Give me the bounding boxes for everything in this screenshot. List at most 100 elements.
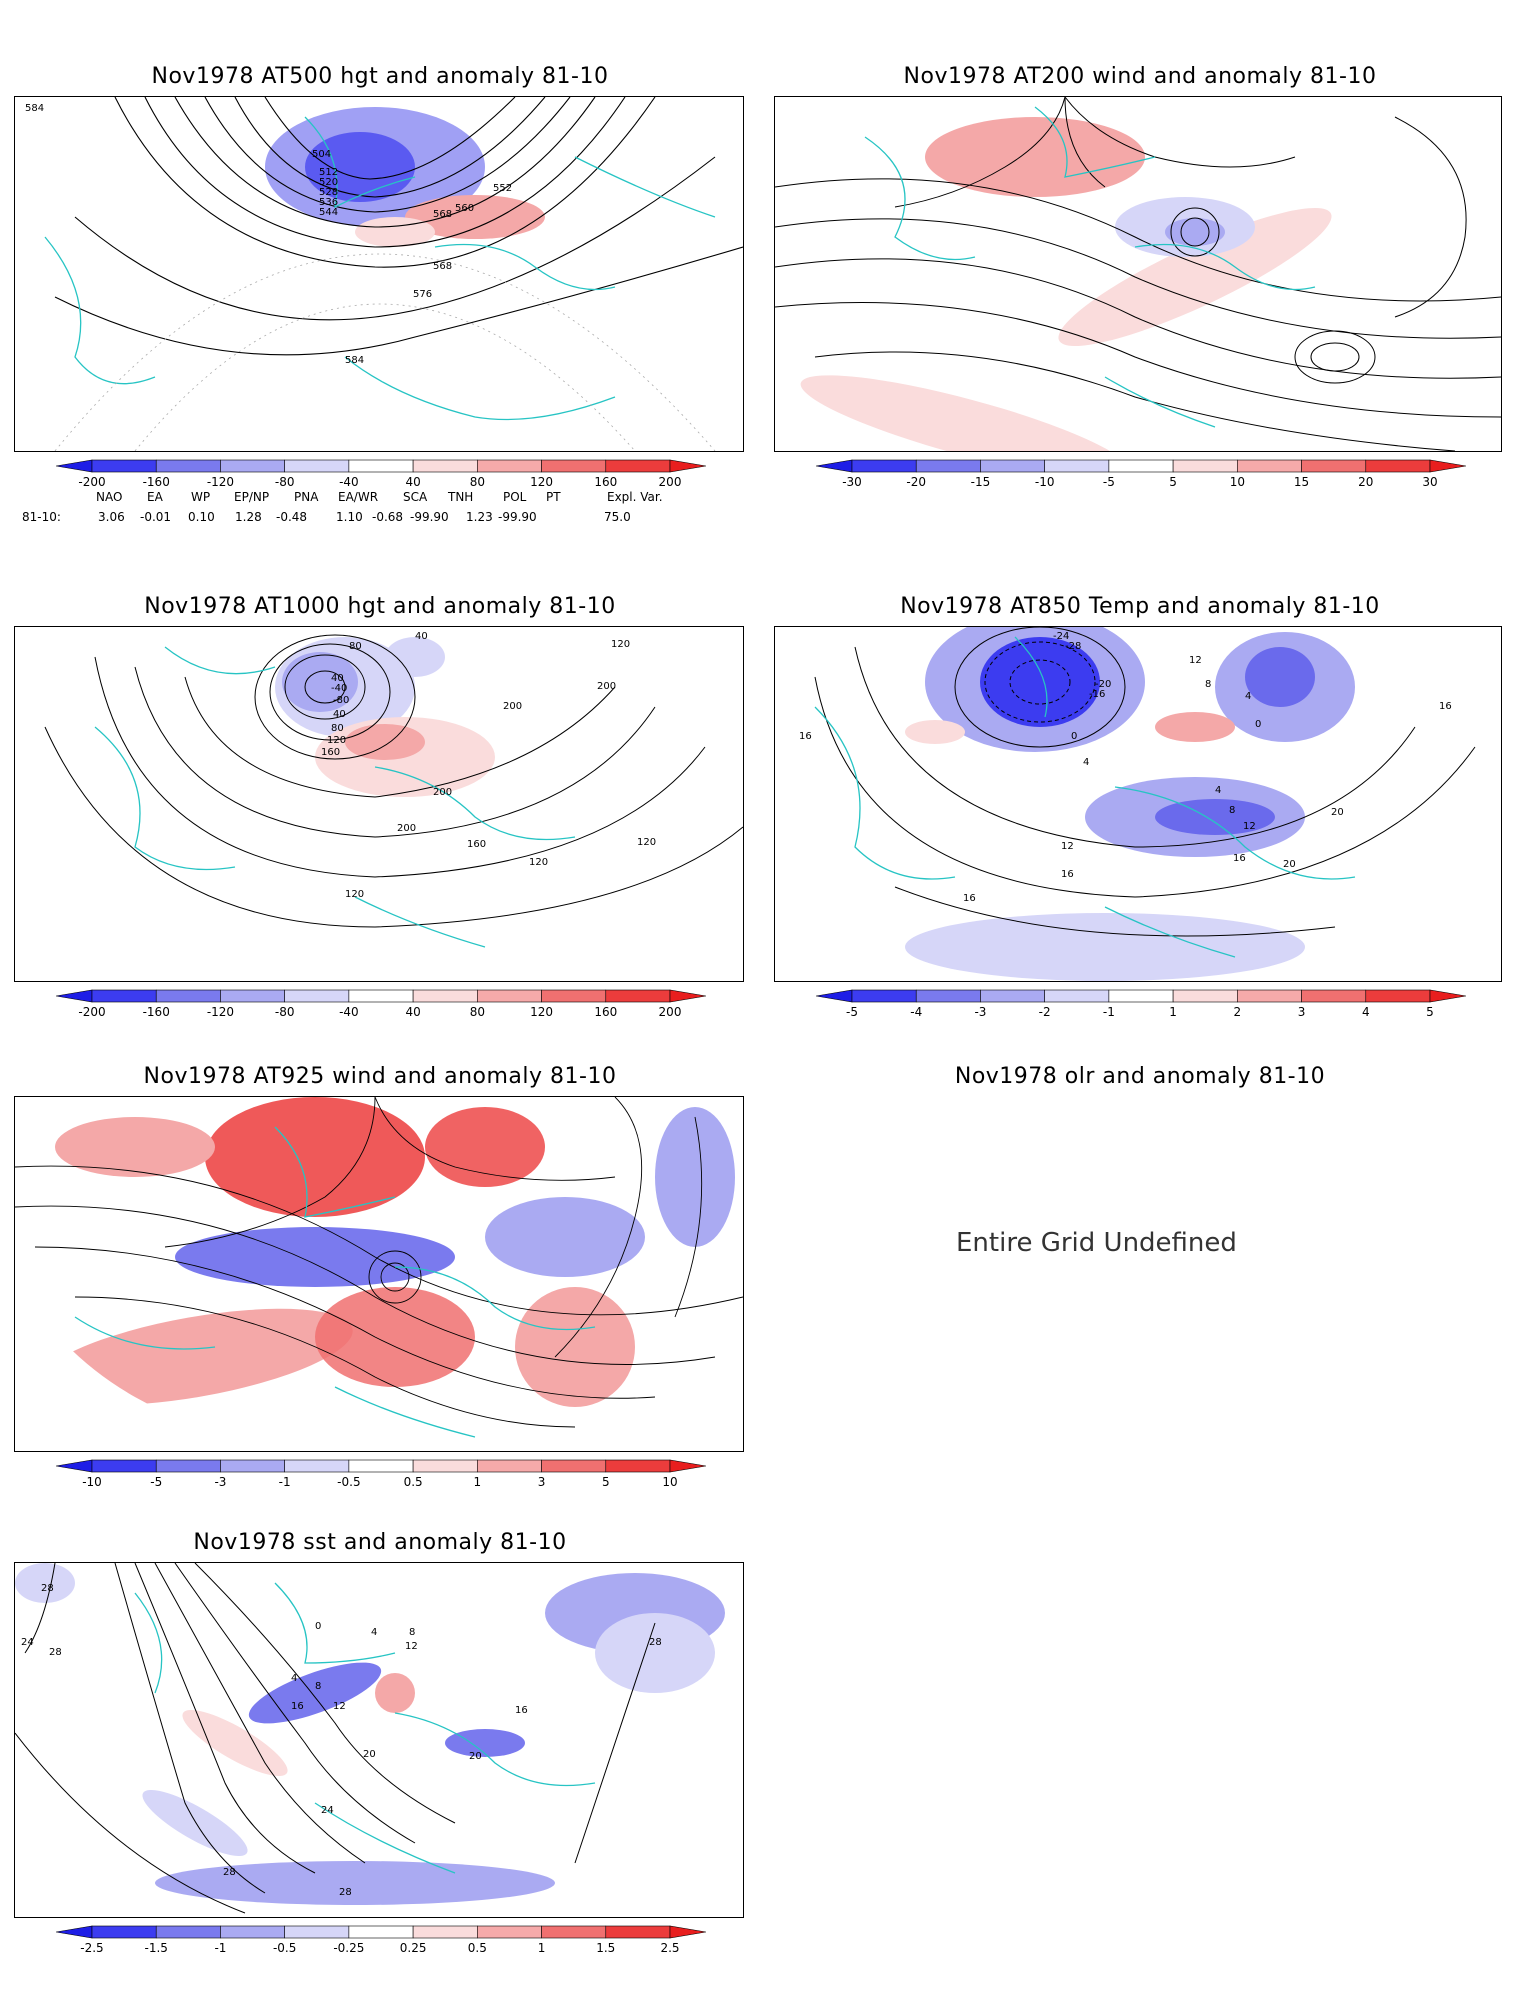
anomaly-neg	[905, 913, 1305, 981]
anomaly-neg	[1245, 647, 1315, 707]
colorbar-tick-label: -20	[906, 475, 926, 489]
colorbar-cell	[1108, 459, 1174, 473]
svg-text:16: 16	[1439, 701, 1452, 712]
colorbar-cell	[155, 1459, 221, 1473]
anomaly-pos	[205, 1097, 425, 1217]
anomaly-neg	[655, 1107, 735, 1247]
colorbar-end-low	[56, 1925, 93, 1939]
colorbar-cell	[220, 1925, 285, 1939]
colorbar-cell	[541, 989, 607, 1003]
map-at925	[14, 1096, 744, 1452]
colorbar-tick-label: 120	[530, 475, 553, 489]
colorbar-cell	[348, 459, 414, 473]
colorbar-sst: -2.5 -1.5 -1 -0.5 -0.25 0.25 0.5 1 1.5 2.5	[56, 1922, 706, 1962]
svg-text:4: 4	[1245, 691, 1251, 702]
anomaly-pos	[355, 217, 435, 247]
svg-text:20: 20	[1283, 859, 1296, 870]
colorbar-end-low	[56, 459, 93, 473]
svg-text:120: 120	[637, 837, 656, 848]
colorbar-cell	[1172, 459, 1238, 473]
contour-labels: 40 80 40 -40 -80 40 80 120 160 200 200 2…	[321, 631, 656, 900]
anomaly-pos	[55, 1117, 215, 1177]
colorbar-tick-label: 40	[405, 1005, 420, 1019]
svg-text:536: 536	[319, 197, 338, 208]
svg-text:544: 544	[319, 207, 338, 218]
svg-text:-28: -28	[1065, 641, 1081, 652]
colorbar-tick-label: 40	[405, 475, 420, 489]
colorbar-tick-label: 200	[659, 475, 682, 489]
colorbar-cell	[91, 989, 157, 1003]
svg-text:568: 568	[433, 261, 452, 272]
panel-title-sst: Nov1978 sst and anomaly 81-10	[193, 1530, 567, 1555]
contour-labels: -24 -28 -20 -16 12 8 4 0 0 4 4 8 12 16 1…	[799, 631, 1452, 904]
colorbar-tick-label: 20	[1358, 475, 1373, 489]
colorbar-cell	[155, 1925, 221, 1939]
colorbar-svg: -200 -160 -120 -80 -40 40 80 120 160 200	[56, 459, 706, 489]
anomaly-pos	[37, 1308, 353, 1406]
streamlines	[775, 97, 1501, 451]
anomaly-neg	[1155, 799, 1275, 835]
colorbar-tick-label: -1	[1103, 1005, 1115, 1019]
colorbar-tick-label: 10	[1230, 475, 1245, 489]
anomaly-pos	[345, 724, 425, 760]
anomaly-neg	[385, 637, 445, 677]
colorbar-cell	[91, 1925, 157, 1939]
colorbar-tick-label: -15	[971, 475, 991, 489]
svg-text:24: 24	[321, 1805, 334, 1816]
colorbar-cell	[605, 1925, 671, 1939]
colorbar-cell	[412, 989, 478, 1003]
anomaly-pos	[182, 1709, 288, 1777]
colorbar-tick-label: 0.25	[400, 1941, 427, 1955]
colorbar-cell	[1301, 989, 1367, 1003]
colorbar-end-high	[669, 989, 706, 1003]
svg-text:24: 24	[21, 1637, 34, 1648]
colorbar-tick-label: -160	[143, 475, 170, 489]
svg-text:12: 12	[405, 1641, 418, 1652]
anomaly-pos	[1058, 208, 1332, 346]
colorbar-tick-label: -2.5	[80, 1941, 103, 1955]
colorbar-cell	[412, 1925, 478, 1939]
colorbar-cell	[477, 1925, 542, 1939]
svg-text:20: 20	[1331, 807, 1344, 818]
colorbar-tick-label: 3	[538, 1475, 546, 1489]
colorbar-cell	[541, 1925, 607, 1939]
svg-text:584: 584	[25, 103, 44, 114]
temp-contours	[814, 627, 1476, 937]
colorbar-tick-label: -5	[150, 1475, 162, 1489]
colorbar-end-high	[1429, 989, 1466, 1003]
colorbar-cell	[477, 989, 542, 1003]
svg-text:16: 16	[963, 893, 976, 904]
colorbar-tick-label: -10	[82, 1475, 102, 1489]
svg-text:40: 40	[415, 631, 428, 642]
panel-title-at850: Nov1978 AT850 Temp and anomaly 81-10	[900, 594, 1380, 619]
colorbar-tick-label: -10	[1035, 475, 1055, 489]
height-contours	[54, 97, 743, 356]
svg-text:28: 28	[49, 1647, 62, 1658]
svg-text:8: 8	[409, 1627, 415, 1638]
colorbar-tick-label: 1	[538, 1941, 546, 1955]
coastlines	[74, 1126, 596, 1438]
anomaly-pos	[405, 195, 545, 239]
svg-text:568: 568	[433, 209, 452, 220]
colorbar-cell	[348, 1459, 414, 1473]
colorbar-tick-label: 80	[470, 475, 485, 489]
colorbar-cell	[348, 1925, 414, 1939]
svg-text:120: 120	[327, 735, 346, 746]
svg-text:40: 40	[333, 709, 346, 720]
colorbar-cell	[412, 1459, 478, 1473]
colorbar-tick-label: -1.5	[145, 1941, 168, 1955]
colorbar-cell	[155, 459, 221, 473]
colorbar-wind-200: -30 -20 -15 -10 -5 5 10 15 20 30	[816, 456, 1466, 496]
svg-text:0: 0	[315, 1621, 321, 1632]
colorbar-tick-label: 1	[474, 1475, 482, 1489]
svg-text:120: 120	[529, 857, 548, 868]
svg-text:4: 4	[1083, 757, 1089, 768]
svg-text:576: 576	[413, 289, 432, 300]
panel-title-at200: Nov1978 AT200 wind and anomaly 81-10	[903, 64, 1377, 89]
coastlines	[814, 636, 1356, 958]
colorbar-end-high	[1429, 459, 1466, 473]
map-at850: -24 -28 -20 -16 12 8 4 0 0 4 4 8 12 16 1…	[774, 626, 1502, 982]
colorbar-tick-label: -30	[842, 475, 862, 489]
colorbar-cell	[605, 459, 671, 473]
colorbar-tick-label: 5	[1169, 475, 1177, 489]
